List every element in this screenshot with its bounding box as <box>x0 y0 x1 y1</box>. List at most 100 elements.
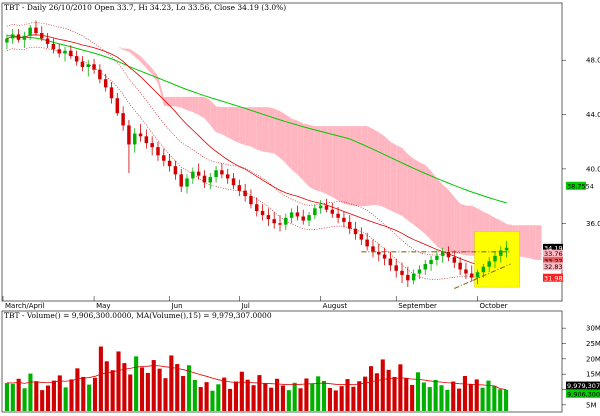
volume-bar <box>275 378 280 411</box>
price-y-axis: 48.0 44.0 40.0 36.0 <box>562 57 600 228</box>
candle-body <box>5 38 9 43</box>
candle-body <box>260 211 265 216</box>
cloud-segment <box>384 136 391 211</box>
volume-bar <box>380 359 385 411</box>
candle-body <box>324 205 329 210</box>
candle-body <box>220 170 224 175</box>
volume-bar <box>151 360 156 411</box>
candle-body <box>417 269 422 274</box>
candle-body <box>40 33 44 39</box>
cloud-segment <box>355 126 362 207</box>
cloud-segment <box>117 45 124 51</box>
cloud-segment <box>303 123 310 187</box>
cloud-segment <box>448 189 455 254</box>
volume-bar <box>392 376 397 411</box>
cloud-segment <box>361 126 368 207</box>
cloud-segment <box>250 107 257 150</box>
candle-body <box>481 266 486 273</box>
volume-bar <box>216 384 221 411</box>
candle-body <box>342 217 346 222</box>
volume-bar <box>316 376 321 411</box>
volume-bar <box>245 379 250 411</box>
volume-y-tick-label: 15M <box>586 371 600 379</box>
candle-body <box>272 219 276 224</box>
candle-body <box>330 209 335 214</box>
cloud-segment <box>442 184 449 252</box>
cloud-segment <box>465 205 472 256</box>
candle-body <box>86 64 90 67</box>
price-tag-label: 38.7554 <box>567 182 594 190</box>
cloud-segment <box>367 126 373 206</box>
volume-y-tick-label: 5M <box>586 401 597 409</box>
cloud-segment <box>419 162 426 235</box>
volume-bar <box>239 371 244 411</box>
volume-bar <box>427 387 432 411</box>
ma-mid-line <box>6 34 507 267</box>
volume-bar <box>104 361 109 411</box>
volume-bar <box>504 389 509 411</box>
volume-bar <box>298 388 303 411</box>
cloud-segment <box>256 107 263 152</box>
volume-bar <box>222 377 227 411</box>
price-tag-label: 31.988 <box>544 274 567 282</box>
price-tag-box <box>543 249 563 258</box>
candle-body <box>115 98 120 114</box>
cloud-segment <box>245 107 251 147</box>
candle-body <box>423 264 428 270</box>
volume-bar <box>51 380 56 411</box>
volume-bar <box>40 390 45 411</box>
candle-body <box>353 228 358 235</box>
cloud-segment <box>529 225 536 260</box>
cloud-segment <box>187 96 193 113</box>
candle-body <box>255 204 259 212</box>
cloud-segment <box>291 118 298 175</box>
candle-body <box>504 247 509 251</box>
cloud-segment <box>390 141 397 214</box>
volume-bar <box>116 351 121 411</box>
candle-body <box>156 147 160 156</box>
volume-bar <box>286 390 291 411</box>
candle-body <box>127 125 131 145</box>
volume-bar <box>4 383 9 411</box>
candle-body <box>464 269 468 274</box>
cloud-segment <box>407 153 414 225</box>
volume-bar <box>22 388 27 411</box>
candle-body <box>167 160 172 167</box>
volume-bar <box>192 380 197 411</box>
candle-body <box>225 174 230 179</box>
volume-bar <box>175 364 180 411</box>
cloud-segment <box>285 114 292 170</box>
cloud-segment <box>221 107 228 138</box>
volume-bar <box>368 366 374 411</box>
candle-body <box>150 143 154 148</box>
candle-body <box>231 178 236 186</box>
candle-body <box>382 254 387 259</box>
candle-body <box>63 50 67 54</box>
volume-ma-line <box>6 365 507 390</box>
y-tick-label: 44.0 <box>586 111 600 119</box>
volume-bar <box>204 382 209 411</box>
volume-y-tick-label: 30M <box>586 325 600 333</box>
cloud-segment <box>320 126 327 195</box>
cloud-segment <box>460 203 466 256</box>
x-tick-label: March/April <box>5 302 45 310</box>
price-tag-label: 33.22 <box>544 258 563 266</box>
candle-body <box>388 258 393 266</box>
candle-body <box>74 56 79 62</box>
price-tag-box <box>543 243 563 252</box>
cloud-segment <box>309 124 315 190</box>
cloud-segment <box>134 52 141 62</box>
volume-bar <box>410 384 415 411</box>
volume-bar <box>398 364 403 411</box>
volume-bar <box>269 387 274 411</box>
candle-body <box>144 136 149 144</box>
candle-body <box>138 133 143 137</box>
band-lower-line <box>6 46 507 280</box>
volume-bar <box>233 381 239 411</box>
candle-body <box>103 79 108 88</box>
volume-bar <box>57 375 62 411</box>
cloud-segment <box>198 96 205 119</box>
candle-body <box>301 216 305 221</box>
